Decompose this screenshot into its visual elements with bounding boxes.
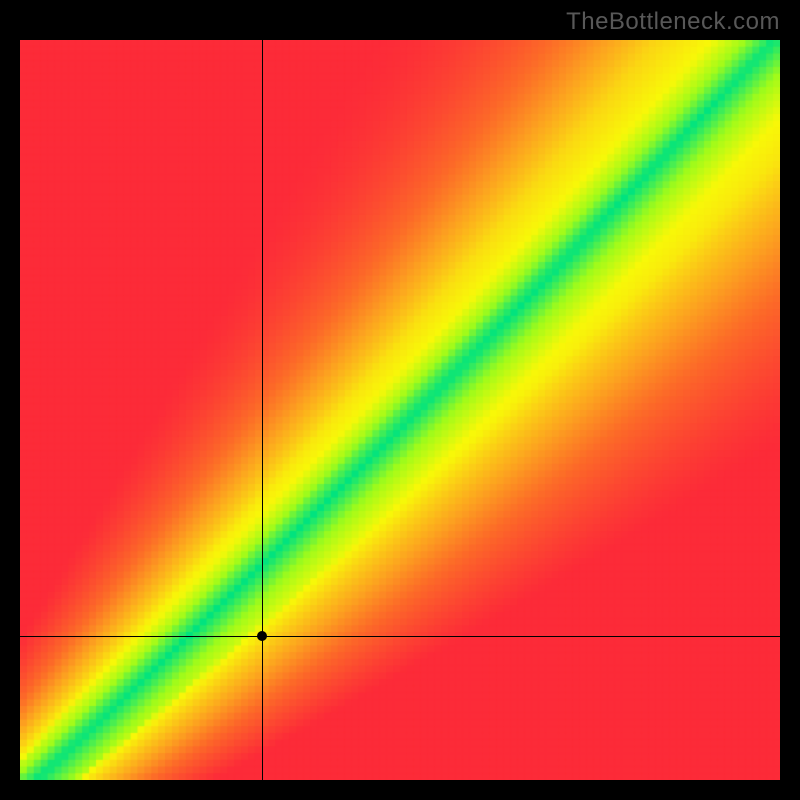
watermark-text: TheBottleneck.com [566, 8, 780, 36]
data-point-marker [257, 631, 267, 641]
crosshair-vertical [262, 40, 263, 780]
heatmap-chart [20, 40, 780, 780]
heatmap-canvas [20, 40, 780, 780]
crosshair-horizontal [20, 636, 780, 637]
chart-container: TheBottleneck.com [0, 0, 800, 800]
